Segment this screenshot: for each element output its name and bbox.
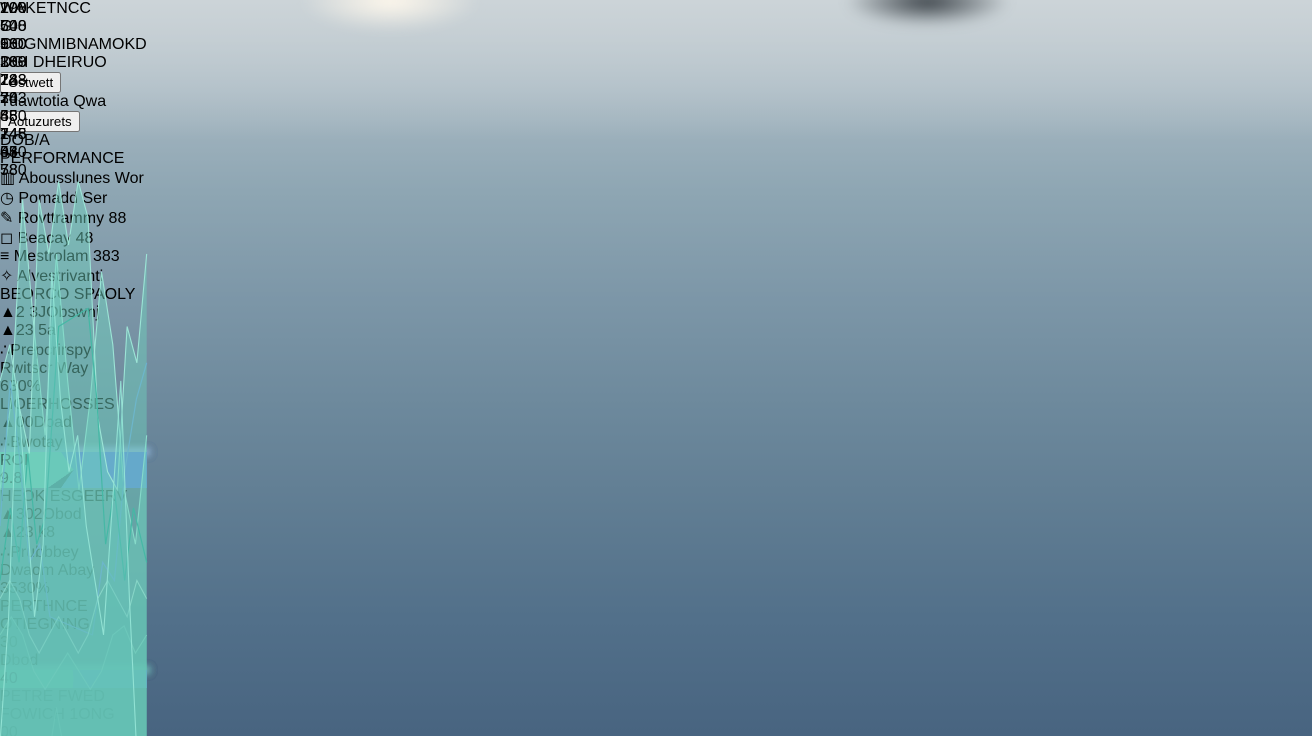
axis-label: 45	[0, 144, 18, 161]
main-grid: BEORCO SPAOLY ▲2 3JObswnj ▲23 5a ∴Prepcr…	[0, 0, 147, 736]
card-petre-fwed: PETRE FWED FOWICH 1ONG 00 Einod 20050050…	[0, 0, 147, 736]
pencil-icon: ✎	[0, 210, 14, 227]
nav-sec-b: DHEIRUO	[32, 54, 107, 71]
backlight-glow-top	[92, 56, 1022, 100]
axis-label: 500	[0, 36, 27, 53]
axis-label: 500	[0, 18, 27, 35]
axis-label: 128	[0, 72, 27, 89]
people-icon: ∴	[0, 434, 10, 451]
nav-sec-a: DGI	[0, 54, 29, 71]
ceiling	[0, 0, 1312, 140]
people-icon: ∴	[0, 342, 11, 359]
axis-label: 74	[0, 72, 18, 89]
axis-label: 98	[0, 36, 18, 53]
breadcrumb-strip: DOB/A	[0, 132, 147, 150]
axis-label: 7	[0, 162, 9, 179]
app-logo: WAKETNCC	[0, 0, 91, 17]
axis-label: 04	[0, 144, 18, 161]
key-icon: ✧	[0, 268, 14, 285]
primary-action-button[interactable]: Aotuzurets	[0, 111, 80, 132]
sidebar-item-value: 383	[92, 248, 120, 265]
sidebar-item-label: Pomadd Ser	[18, 190, 108, 207]
sidebar-item-label: Abousslunes	[18, 170, 111, 187]
axis-label: 50	[0, 18, 18, 35]
dashboard-body: PERFORMANCE ▥ Abousslunes Wor ◷ Pomadd S…	[0, 0, 147, 736]
chart-grid: 100 50 98 38 74 30 48 24 45 7	[0, 0, 147, 736]
axis-label: 88	[0, 108, 18, 125]
bar-chart-icon: ▥	[0, 170, 16, 187]
axis-label: 550	[0, 108, 27, 125]
sidebar-item-0[interactable]: ▥ Abousslunes Wor	[0, 168, 147, 188]
axis-label: 200	[0, 0, 27, 17]
sidebar-item-label: Beacay	[18, 230, 71, 247]
top-bar-actions: Ostwett Tuawtotia Qwa Aotuzurets	[0, 72, 147, 132]
arrow-up-icon: ▲	[0, 304, 16, 321]
breadcrumb[interactable]: DOB/A	[0, 132, 50, 149]
axis-label: 30	[0, 90, 18, 107]
arrow-up-icon: ▲	[0, 322, 16, 339]
card-perthnce-otiegning: PERTHNCE OTIEGNING 30 Dbod	[0, 598, 147, 688]
action-button-2-label-a: Tuawtotia	[0, 93, 69, 110]
axis-label: 74	[0, 90, 18, 107]
sidebar-item-5[interactable]: ✧ Alvestrivanti	[0, 266, 147, 286]
action-button-1[interactable]: Ostwett	[0, 72, 62, 93]
axis-label: 530	[0, 144, 27, 161]
clock-icon: ◷	[0, 190, 14, 207]
axis-label: 283	[0, 90, 27, 107]
axis-label: 100	[0, 0, 27, 17]
axis-label: 745	[0, 126, 27, 143]
chart-grid: 198 748 160 188 128 74 88 148 04 78	[0, 0, 147, 736]
action-button-2[interactable]: Tuawtotia Qwa	[0, 93, 147, 111]
sidebar-item-label: Rovttrammy	[18, 210, 104, 227]
axis-label: 24	[0, 126, 18, 143]
axis-label: 283	[0, 72, 27, 89]
axis-label: 580	[0, 162, 27, 179]
sidebar-item-2[interactable]: ✎ Rovttrammy 88	[0, 208, 147, 228]
sidebar: PERFORMANCE ▥ Abousslunes Wor ◷ Pomadd S…	[0, 150, 147, 286]
sidebar-item-label: Mestrolam	[14, 248, 89, 265]
top-bar: WAKETNCC G COGNMIBNAMOKD DGI DHEIRUO Ost…	[0, 0, 147, 132]
axis-label: 160	[0, 36, 27, 53]
sidebar-item-value: 88	[108, 210, 127, 227]
axis-label: 188	[0, 54, 27, 71]
axis-label: 748	[0, 18, 27, 35]
nav-label-primary[interactable]: COGNMIBNAMOKD	[0, 36, 147, 53]
donut-chart: 40	[0, 670, 147, 688]
sidebar-item-value: Wor	[114, 170, 144, 187]
axis-label: 200	[0, 54, 27, 71]
axis-label: 38	[0, 54, 18, 71]
bag-icon: ◻	[0, 230, 14, 247]
sidebar-item-label: Alvestrivanti	[17, 268, 103, 285]
axis-label: 78	[0, 162, 18, 179]
list-icon: ≡	[0, 248, 10, 265]
axis-label: 198	[0, 0, 27, 17]
sidebar-item-4[interactable]: ≡ Mestrolam 383	[0, 248, 147, 266]
user-avatar-icon[interactable]: G	[0, 18, 13, 35]
nav-label-secondary[interactable]: DGI DHEIRUO	[0, 54, 147, 72]
axis-label: 148	[0, 126, 27, 143]
chart-grid: 200 500 500 200 283 283 550 745 530 580	[0, 0, 147, 736]
action-button-2-label-b: Qwa	[73, 93, 107, 110]
nav-center: G COGNMIBNAMOKD DGI DHEIRUO	[0, 18, 147, 72]
monitor-screen: WAKETNCC G COGNMIBNAMOKD DGI DHEIRUO Ost…	[0, 0, 147, 736]
axis-label: 48	[0, 108, 18, 125]
sidebar-title: PERFORMANCE	[0, 150, 125, 167]
sidebar-item-1[interactable]: ◷ Pomadd Ser	[0, 188, 147, 208]
